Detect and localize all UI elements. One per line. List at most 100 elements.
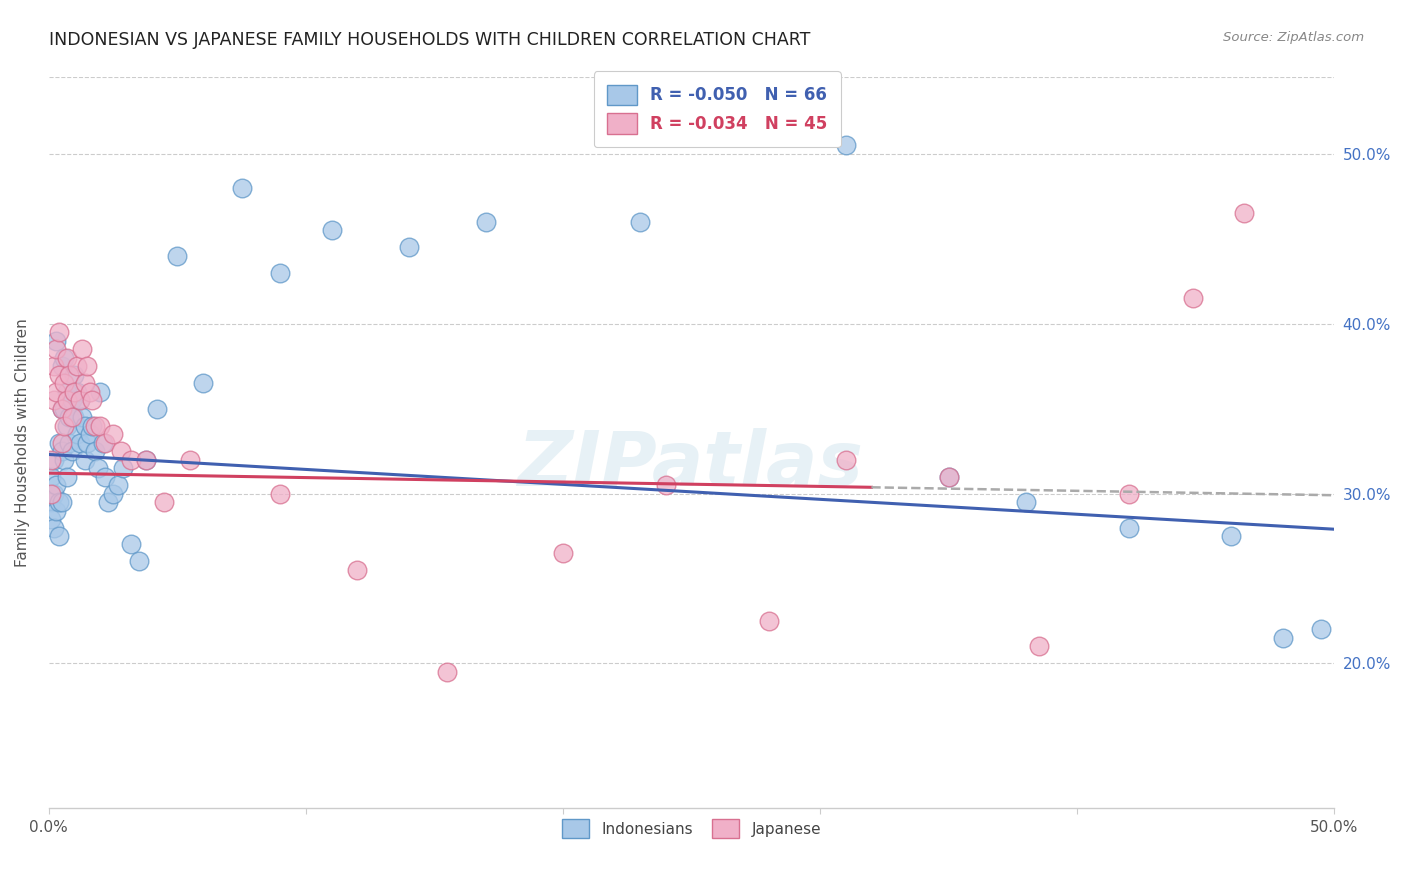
Point — [1118, 520, 1140, 534]
Point — [69, 393, 91, 408]
Point — [1233, 206, 1256, 220]
Point — [128, 554, 150, 568]
Y-axis label: Family Households with Children: Family Households with Children — [15, 318, 30, 567]
Point — [628, 215, 651, 229]
Point — [41, 495, 63, 509]
Point — [153, 495, 176, 509]
Point — [70, 410, 93, 425]
Point — [834, 452, 856, 467]
Point — [1014, 495, 1036, 509]
Point — [73, 452, 96, 467]
Point — [231, 181, 253, 195]
Point — [41, 512, 63, 526]
Point — [94, 435, 117, 450]
Point — [66, 359, 89, 374]
Point — [70, 342, 93, 356]
Point — [63, 384, 86, 399]
Point — [48, 325, 70, 339]
Point — [269, 486, 291, 500]
Point — [55, 418, 77, 433]
Point — [135, 452, 157, 467]
Point — [45, 478, 67, 492]
Text: ZIPatlas: ZIPatlas — [519, 427, 865, 501]
Point — [436, 665, 458, 679]
Point — [51, 401, 73, 416]
Point — [51, 435, 73, 450]
Point — [101, 486, 124, 500]
Point — [51, 401, 73, 416]
Point — [1181, 291, 1204, 305]
Point — [1310, 623, 1333, 637]
Point — [42, 486, 65, 500]
Point — [135, 452, 157, 467]
Point — [120, 537, 142, 551]
Point — [60, 410, 83, 425]
Point — [45, 384, 67, 399]
Point — [82, 393, 104, 408]
Text: Source: ZipAtlas.com: Source: ZipAtlas.com — [1223, 31, 1364, 45]
Point — [55, 393, 77, 408]
Point — [89, 384, 111, 399]
Point — [97, 495, 120, 509]
Point — [48, 435, 70, 450]
Point — [53, 401, 76, 416]
Point — [107, 478, 129, 492]
Point — [398, 240, 420, 254]
Point — [41, 486, 63, 500]
Point — [55, 351, 77, 365]
Point — [42, 359, 65, 374]
Point — [73, 376, 96, 391]
Point — [76, 435, 98, 450]
Point — [53, 452, 76, 467]
Point — [51, 444, 73, 458]
Point — [76, 359, 98, 374]
Point — [51, 495, 73, 509]
Point — [66, 384, 89, 399]
Point — [1271, 631, 1294, 645]
Point — [48, 495, 70, 509]
Point — [45, 342, 67, 356]
Point — [1220, 529, 1243, 543]
Text: INDONESIAN VS JAPANESE FAMILY HOUSEHOLDS WITH CHILDREN CORRELATION CHART: INDONESIAN VS JAPANESE FAMILY HOUSEHOLDS… — [49, 31, 811, 49]
Point — [48, 368, 70, 382]
Point — [179, 452, 201, 467]
Point — [53, 351, 76, 365]
Legend: Indonesians, Japanese: Indonesians, Japanese — [555, 814, 827, 844]
Point — [84, 444, 107, 458]
Point — [101, 427, 124, 442]
Point — [1118, 486, 1140, 500]
Point — [45, 334, 67, 348]
Point — [66, 427, 89, 442]
Point — [145, 401, 167, 416]
Point — [475, 215, 498, 229]
Point — [53, 376, 76, 391]
Point — [41, 452, 63, 467]
Point — [269, 266, 291, 280]
Point — [42, 393, 65, 408]
Point — [69, 435, 91, 450]
Point — [55, 469, 77, 483]
Point — [58, 368, 80, 382]
Point — [63, 410, 86, 425]
Point — [112, 461, 135, 475]
Point — [58, 410, 80, 425]
Point — [938, 469, 960, 483]
Point — [89, 418, 111, 433]
Point — [758, 614, 780, 628]
Point — [91, 435, 114, 450]
Point — [42, 452, 65, 467]
Point — [110, 444, 132, 458]
Point — [82, 418, 104, 433]
Point — [45, 503, 67, 517]
Point — [321, 223, 343, 237]
Point — [60, 444, 83, 458]
Point — [551, 546, 574, 560]
Point — [79, 384, 101, 399]
Point — [84, 418, 107, 433]
Point — [938, 469, 960, 483]
Point — [120, 452, 142, 467]
Point — [86, 461, 108, 475]
Point — [166, 249, 188, 263]
Point — [42, 520, 65, 534]
Point — [346, 563, 368, 577]
